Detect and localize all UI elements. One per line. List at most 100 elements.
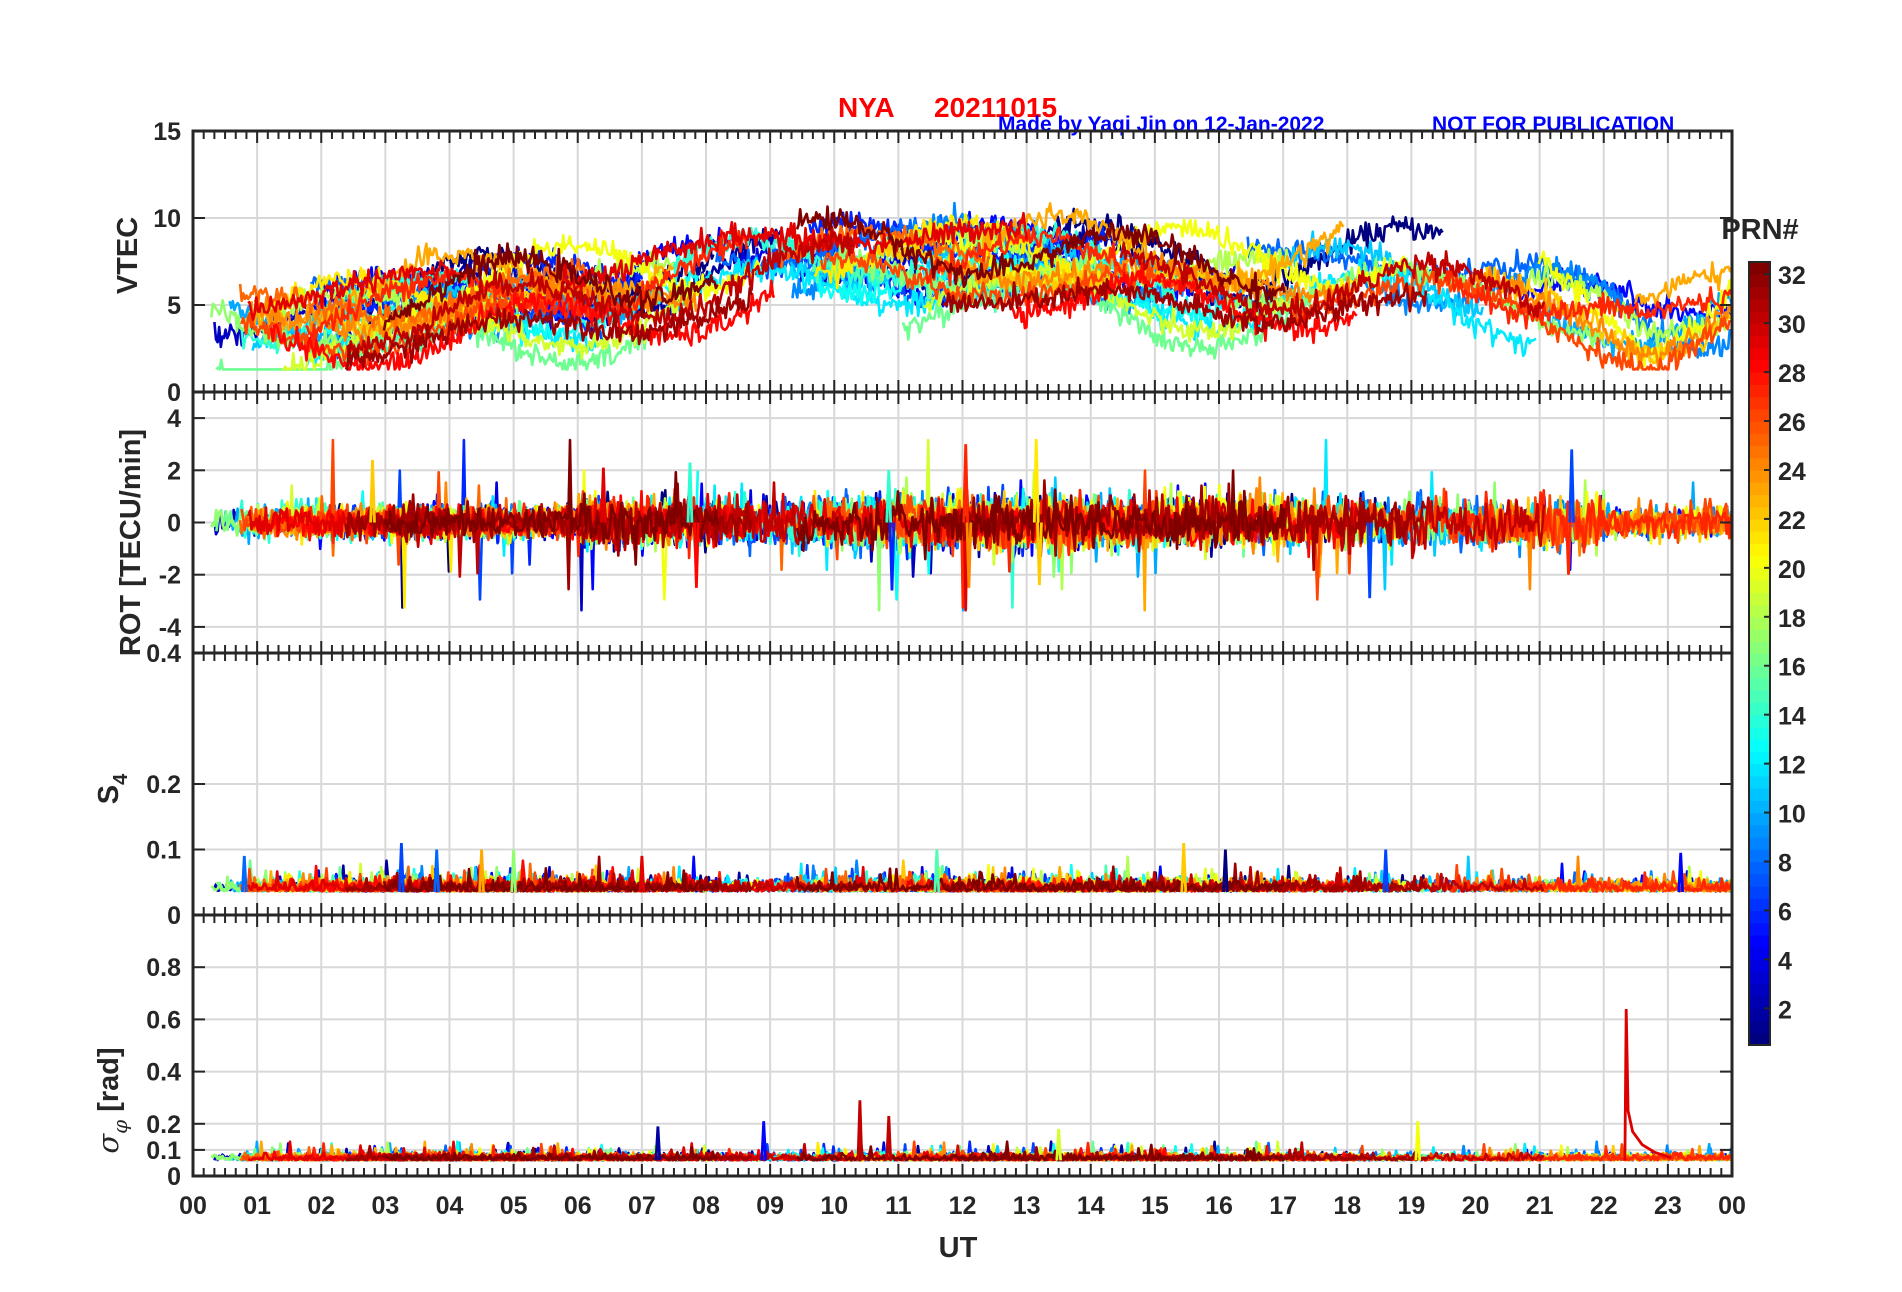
prn-trace bbox=[795, 205, 1286, 309]
peak-mark bbox=[885, 470, 893, 523]
traces-rot bbox=[210, 438, 1732, 612]
y-tick-label: 0.4 bbox=[146, 640, 181, 668]
colorbar-segment bbox=[1749, 653, 1770, 667]
x-tick-label: 01 bbox=[243, 1192, 271, 1220]
traces-s4 bbox=[210, 842, 1732, 893]
colorbar-tick-label: 12 bbox=[1778, 752, 1806, 780]
prn-trace bbox=[344, 482, 753, 591]
y-tick-label: 2 bbox=[167, 457, 181, 485]
x-tick-label: 22 bbox=[1590, 1192, 1618, 1220]
colorbar-segment bbox=[1749, 788, 1770, 801]
colorbar-tick-label: 24 bbox=[1778, 458, 1806, 486]
colorbar-segment bbox=[1749, 1032, 1770, 1046]
colorbar-segment bbox=[1749, 396, 1770, 410]
y-tick-label: 0 bbox=[167, 902, 181, 930]
panel-s4: 0 0.1 0.2 0.4 S4 bbox=[93, 640, 1734, 930]
colorbar-segment bbox=[1749, 335, 1770, 349]
x-tick-label: 07 bbox=[628, 1192, 656, 1220]
y-tick-label: 0.1 bbox=[146, 1137, 181, 1165]
peak-mark bbox=[433, 849, 440, 893]
y-axis-label: VTEC bbox=[112, 217, 144, 294]
colorbar-segment bbox=[1749, 604, 1770, 618]
colorbar-segment bbox=[1749, 1008, 1770, 1022]
colorbar-segment bbox=[1749, 531, 1770, 544]
peak-mark bbox=[241, 855, 248, 893]
colorbar-segment bbox=[1749, 347, 1770, 361]
colorbar-segment bbox=[1749, 421, 1770, 434]
colorbar-segment bbox=[1749, 849, 1770, 863]
y-tick-label: 5 bbox=[167, 292, 181, 320]
y-tick-label: -2 bbox=[159, 562, 181, 590]
peak-mark bbox=[686, 462, 694, 523]
colorbar-segment bbox=[1749, 408, 1770, 422]
colorbar-tick-label: 8 bbox=[1778, 849, 1792, 877]
y-tick-label: -4 bbox=[159, 614, 181, 642]
colorbar-segment bbox=[1749, 873, 1770, 887]
x-tick-label: 03 bbox=[371, 1192, 399, 1220]
x-tick-label: 02 bbox=[307, 1192, 335, 1220]
peak-mark bbox=[654, 1126, 662, 1161]
colorbar-segment bbox=[1749, 677, 1770, 691]
x-tick-label: 05 bbox=[500, 1192, 528, 1220]
colorbar-segment bbox=[1749, 506, 1770, 520]
colorbar-tick-label: 4 bbox=[1778, 947, 1792, 975]
colorbar-tick-label: 30 bbox=[1778, 311, 1806, 339]
prn-trace bbox=[382, 242, 719, 331]
colorbar-segment bbox=[1749, 702, 1770, 716]
prn-trace bbox=[346, 225, 854, 357]
prn-trace bbox=[560, 211, 1028, 294]
colorbar-segment bbox=[1749, 310, 1770, 324]
colorbar-segment bbox=[1749, 861, 1770, 875]
colorbar-segment bbox=[1749, 959, 1770, 973]
traces-vtec bbox=[210, 201, 1732, 371]
x-tick-label: 20 bbox=[1462, 1192, 1490, 1220]
colorbar-segment bbox=[1749, 384, 1770, 398]
x-tick-label: 09 bbox=[756, 1192, 784, 1220]
x-tick-label: 18 bbox=[1333, 1192, 1361, 1220]
prn-trace bbox=[1634, 260, 1732, 308]
y-tick-label: 10 bbox=[153, 205, 181, 233]
prn-trace bbox=[247, 259, 457, 322]
colorbar-segment bbox=[1749, 616, 1770, 630]
x-tick-label: 04 bbox=[436, 1192, 464, 1220]
colorbar-segment bbox=[1749, 996, 1770, 1009]
colorbar-segment bbox=[1749, 898, 1770, 912]
prn-trace bbox=[795, 867, 1286, 893]
peak-mark bbox=[1055, 1128, 1062, 1161]
x-tick-label: 12 bbox=[949, 1192, 977, 1220]
colorbar-tick-label: 10 bbox=[1778, 801, 1806, 829]
prn-trace bbox=[383, 1146, 719, 1162]
colorbar-tick-label: 14 bbox=[1778, 703, 1806, 731]
colorbar-segment bbox=[1749, 983, 1770, 997]
peak-mark bbox=[369, 459, 376, 523]
peak-mark bbox=[933, 849, 941, 893]
prn-trace bbox=[1470, 265, 1732, 370]
prn-trace bbox=[1443, 488, 1732, 554]
colorbar-segment bbox=[1749, 910, 1770, 924]
colorbar-tick-label: 22 bbox=[1778, 507, 1806, 535]
traces-sigma_phi bbox=[210, 1008, 1732, 1162]
colorbar-segment bbox=[1749, 641, 1770, 655]
prn-trace bbox=[346, 1142, 853, 1162]
peak-mark bbox=[888, 522, 896, 591]
colorbar-segment bbox=[1749, 433, 1770, 447]
peak-mark bbox=[1032, 438, 1040, 523]
publication-notice: NOT FOR PUBLICATION bbox=[1432, 113, 1674, 136]
colorbar-segment bbox=[1749, 971, 1770, 985]
peak-mark bbox=[1565, 522, 1572, 575]
colorbar-segment bbox=[1749, 934, 1770, 948]
prn-trace bbox=[1288, 268, 1731, 371]
peak-mark bbox=[600, 467, 607, 523]
prn-trace bbox=[344, 286, 753, 371]
peak-mark bbox=[693, 522, 700, 588]
peak-mark bbox=[1222, 849, 1229, 893]
y-tick-label: 0 bbox=[167, 1163, 181, 1191]
panel-sigma_phi: 00.10.2 0.4 0.6 0.8 σφ [rad] bbox=[91, 913, 1734, 1191]
colorbar-segment bbox=[1749, 947, 1770, 960]
colorbar-segment bbox=[1749, 262, 1770, 275]
colorbar-tick-label: 28 bbox=[1778, 360, 1806, 388]
colorbar-segment bbox=[1749, 543, 1770, 557]
colorbar-tick-label: 26 bbox=[1778, 409, 1806, 437]
peak-mark bbox=[478, 849, 485, 893]
y-tick-label: 0.2 bbox=[146, 771, 181, 799]
